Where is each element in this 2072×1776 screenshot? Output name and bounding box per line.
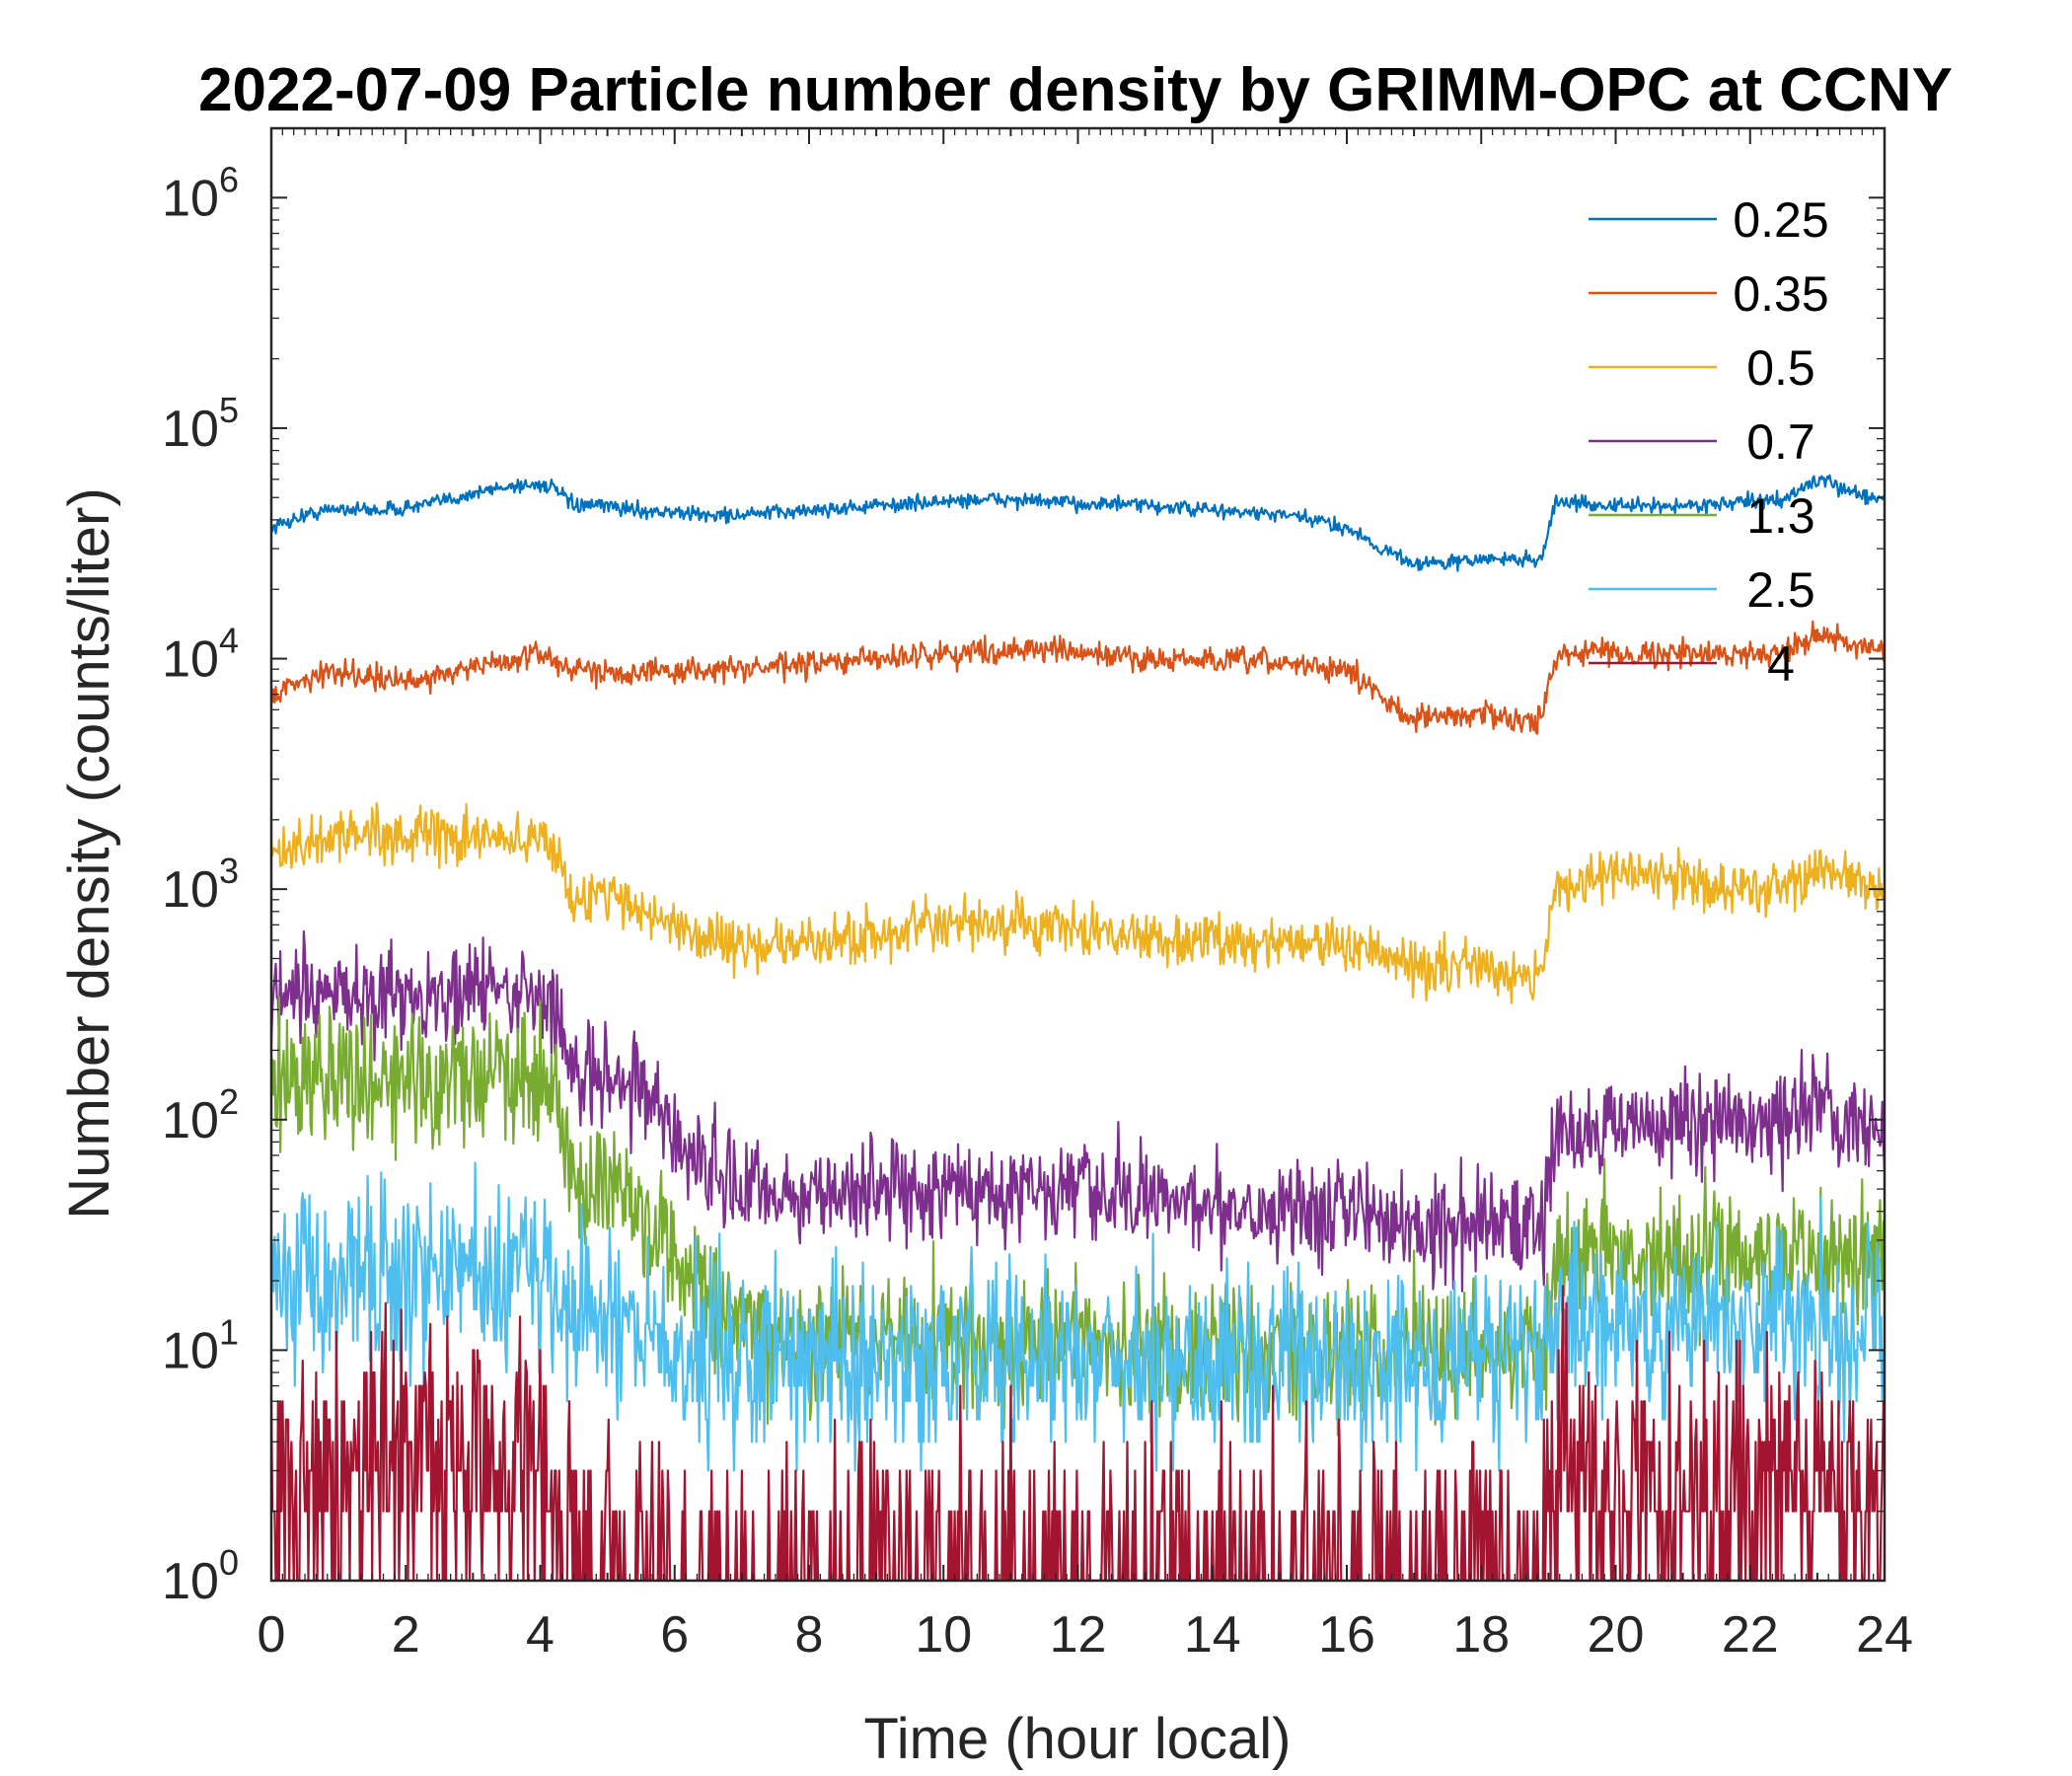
legend-label-4: 4	[1767, 636, 1795, 692]
series-line-0.25	[271, 474, 1885, 572]
x-tick-label: 4	[526, 1606, 555, 1664]
legend-label-2.5: 2.5	[1746, 562, 1815, 618]
axes: 0 2 4 6 8 10 12 14 16 18 20 22 241001011021031041051…	[162, 126, 1913, 1664]
series-line-4	[271, 1285, 1885, 1581]
x-tick-label: 8	[795, 1606, 824, 1664]
x-tick-label: 22	[1722, 1606, 1779, 1664]
x-tick-label: 12	[1050, 1606, 1107, 1664]
legend-label-0.25: 0.25	[1733, 192, 1828, 248]
legend-label-0.5: 0.5	[1746, 340, 1815, 396]
x-tick-label: 0	[258, 1606, 286, 1664]
x-tick-label: 14	[1184, 1606, 1241, 1664]
chart-title: 2022-07-09 Particle number density by GR…	[198, 56, 1953, 124]
series-line-0.35	[271, 620, 1885, 735]
x-tick-label: 10	[915, 1606, 972, 1664]
x-tick-label: 16	[1318, 1606, 1375, 1664]
legend-label-1.3: 1.3	[1746, 488, 1815, 544]
x-tick-label: 2	[392, 1606, 420, 1664]
y-tick-label: 106	[162, 159, 239, 227]
x-tick-label: 18	[1452, 1606, 1510, 1664]
y-tick-label: 104	[162, 621, 239, 689]
legend-label-0.35: 0.35	[1733, 266, 1828, 322]
legend: 0.25 0.35 0.5 0.7 1.3 2.5 4	[1589, 192, 1829, 692]
y-tick-label: 105	[162, 390, 239, 458]
y-axis-label: Number density (counts/liter)	[57, 487, 121, 1219]
x-tick-label: 20	[1588, 1606, 1645, 1664]
y-tick-label: 100	[162, 1542, 239, 1610]
series-layer	[271, 474, 1885, 1581]
y-tick-label: 103	[162, 851, 239, 919]
x-axis-label: Time (hour local)	[864, 1707, 1292, 1771]
y-tick-label: 102	[162, 1081, 239, 1149]
x-tick-label: 24	[1856, 1606, 1913, 1664]
x-tick-label: 6	[660, 1606, 689, 1664]
legend-label-0.7: 0.7	[1746, 414, 1815, 470]
series-line-0.7	[271, 929, 1885, 1293]
y-tick-label: 101	[162, 1311, 239, 1379]
series-line-0.5	[271, 801, 1885, 1004]
